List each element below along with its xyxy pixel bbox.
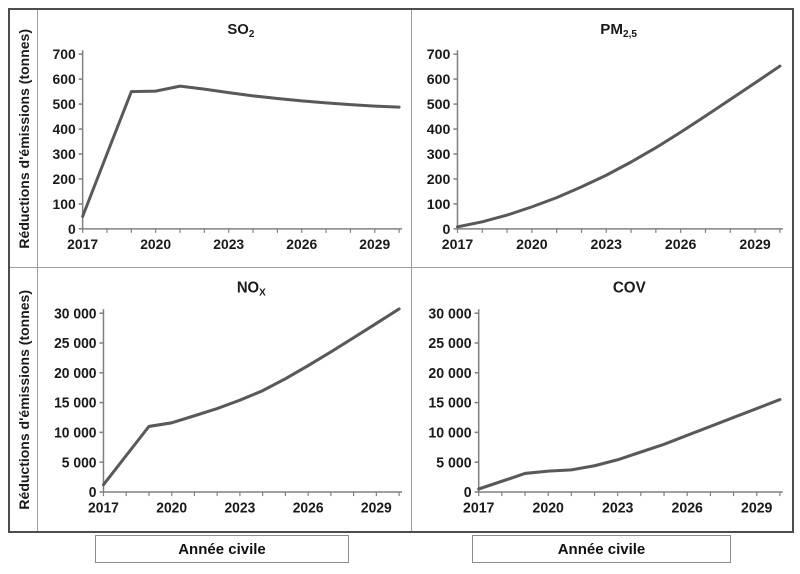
y-axis-label-strip-top: Réductions d'émissions (tonnes) <box>10 10 38 267</box>
y-tick-label: 700 <box>427 46 451 62</box>
y-tick-label: 0 <box>68 221 76 237</box>
x-tick-label: 2029 <box>361 499 392 515</box>
x-tick-label: 2020 <box>532 500 564 516</box>
x-tick-label: 2023 <box>224 499 255 515</box>
y-tick-label: 20 000 <box>54 365 97 381</box>
y-axis-label: Réductions d'émissions (tonnes) <box>15 28 32 249</box>
chart-cov: COV 0 5 000 10 000 15 000 20 000 25 000 30 000 2… <box>412 268 792 531</box>
x-tick-label: 2023 <box>591 236 623 252</box>
y-tick-label: 100 <box>427 196 451 212</box>
x-tick-label: 2017 <box>67 236 98 252</box>
line-chart-svg: PM2,5 0 100 200 300 400 500 600 700 2017 2020 2023 2… <box>427 21 783 252</box>
x-tick-label: 2023 <box>602 500 634 516</box>
y-axis-label-strip-bottom: Réductions d'émissions (tonnes) <box>10 268 38 531</box>
x-tick-label: 2017 <box>88 499 119 515</box>
x-tick-label: 2026 <box>665 236 697 252</box>
y-tick-label: 400 <box>53 121 76 137</box>
x-tick-label: 2026 <box>293 499 324 515</box>
chart-cell-pm25: PM2,5 0 100 200 300 400 500 600 700 2017 2020 2023 2… <box>412 10 792 268</box>
y-axis-label: Réductions d'émissions (tonnes) <box>15 289 32 510</box>
chart-cell-nox: Réductions d'émissions (tonnes) NOX 0 5 00… <box>10 268 412 531</box>
x-tick-label: 2020 <box>156 499 187 515</box>
y-tick-label: 25 000 <box>428 336 471 352</box>
y-tick-label: 400 <box>427 121 451 137</box>
y-tick-label: 15 000 <box>428 396 471 412</box>
x-axis-label-text: Année civile <box>557 540 646 558</box>
y-tick-label: 5 000 <box>62 454 97 470</box>
line-chart-svg: COV 0 5 000 10 000 15 000 20 000 25 000 30 000 2… <box>428 280 783 517</box>
y-tick-label: 200 <box>427 171 451 187</box>
y-tick-label: 300 <box>53 146 76 162</box>
y-tick-label: 0 <box>464 485 472 501</box>
y-tick-label: 0 <box>89 484 97 500</box>
y-tick-label: 500 <box>427 96 451 112</box>
x-tick-label: 2020 <box>516 236 548 252</box>
chart-nox: NOX 0 5 000 10 000 15 000 20 000 25 000 30 000 2… <box>38 268 411 531</box>
y-tick-label: 300 <box>427 146 451 162</box>
chart-cell-cov: COV 0 5 000 10 000 15 000 20 000 25 000 30 000 2… <box>412 268 792 531</box>
y-tick-label: 5 000 <box>436 455 471 471</box>
chart-pm25: PM2,5 0 100 200 300 400 500 600 700 2017 2020 2023 2… <box>412 10 792 267</box>
data-line <box>455 64 782 229</box>
x-tick-label: 2026 <box>671 500 703 516</box>
y-tick-label: 10 000 <box>428 425 471 441</box>
x-tick-label: 2017 <box>442 236 474 252</box>
y-tick-label: 600 <box>427 71 451 87</box>
x-axis-label-left: Année civile <box>95 535 349 563</box>
y-tick-label: 0 <box>443 221 451 237</box>
y-tick-label: 700 <box>53 46 76 62</box>
x-tick-label: 2029 <box>739 236 771 252</box>
y-tick-label: 500 <box>53 96 76 112</box>
chart-title: COV <box>613 280 647 297</box>
x-tick-label: 2023 <box>213 236 244 252</box>
x-tick-label: 2026 <box>286 236 317 252</box>
chart-title: SO2 <box>227 21 254 40</box>
y-tick-label: 200 <box>53 171 76 187</box>
chart-title: PM2,5 <box>600 21 637 40</box>
x-tick-label: 2017 <box>463 500 495 516</box>
y-tick-label: 10 000 <box>54 424 97 440</box>
chart-cell-so2: Réductions d'émissions (tonnes) SO2 0 100 2… <box>10 10 412 268</box>
y-tick-label: 30 000 <box>54 305 97 321</box>
data-line <box>81 84 401 218</box>
x-tick-label: 2020 <box>140 236 171 252</box>
y-tick-label: 600 <box>53 71 76 87</box>
line-chart-svg: NOX 0 5 000 10 000 15 000 20 000 25 000 30 000 2… <box>54 279 403 516</box>
axes <box>477 309 783 493</box>
x-axis-label-text: Année civile <box>178 540 266 558</box>
y-tick-label: 15 000 <box>54 394 97 410</box>
line-chart-svg: SO2 0 100 200 300 400 500 600 700 2017 2020 2023 202… <box>53 21 403 252</box>
data-line <box>477 398 782 491</box>
y-tick-label: 100 <box>53 196 76 212</box>
y-tick-label: 25 000 <box>54 335 97 351</box>
axes <box>456 50 783 230</box>
data-line <box>101 307 401 487</box>
y-tick-label: 20 000 <box>428 366 471 382</box>
chart-so2: SO2 0 100 200 300 400 500 600 700 2017 2020 2023 202… <box>38 10 411 267</box>
chart-title: NOX <box>237 279 266 298</box>
axes <box>81 50 403 230</box>
x-tick-label: 2029 <box>359 236 390 252</box>
y-tick-label: 30 000 <box>428 306 471 322</box>
x-tick-label: 2029 <box>741 500 773 516</box>
x-axis-label-right: Année civile <box>472 535 731 563</box>
chart-grid: Réductions d'émissions (tonnes) SO2 0 100 2… <box>8 8 794 533</box>
